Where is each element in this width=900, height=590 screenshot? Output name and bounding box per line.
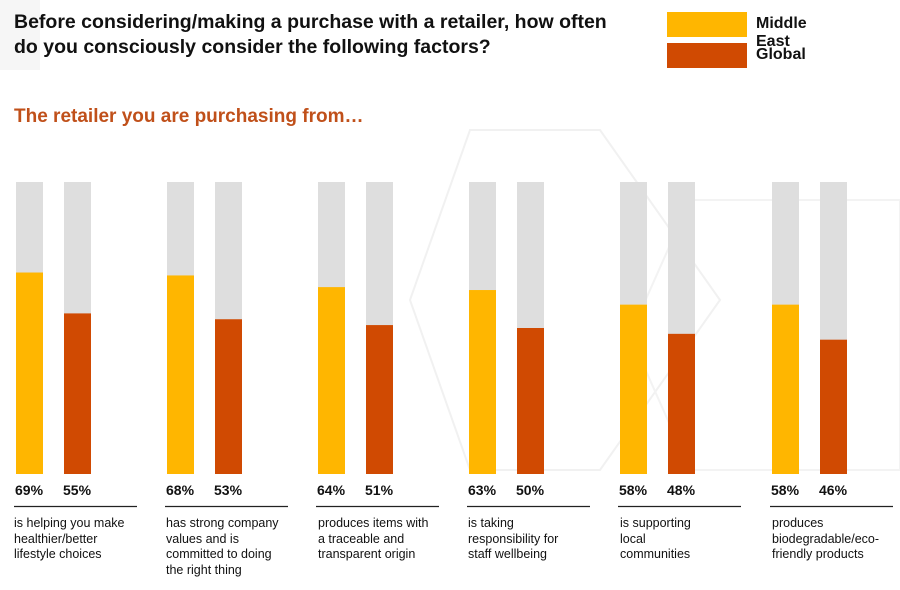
category-label-2: has strong company values and is committ… <box>166 516 306 578</box>
legend-swatch-global <box>667 43 747 68</box>
category-label-line: transparent origin <box>318 547 416 561</box>
category-label-line: produces <box>772 516 824 530</box>
category-label-line: the right thing <box>166 562 242 577</box>
bar-middle-east-3 <box>318 287 345 474</box>
category-label-line: friendly products <box>772 547 864 561</box>
chart-title: Before considering/making a purchase wit… <box>14 11 607 58</box>
data-label-global-5: 48% <box>667 482 696 498</box>
data-label-global-6: 46% <box>819 482 848 498</box>
bar-global-5 <box>668 333 695 474</box>
bar-middle-east-6 <box>772 304 799 474</box>
category-label-line: communities <box>620 547 691 561</box>
legend-label-global: Global <box>756 46 806 63</box>
category-label-line: is taking <box>468 516 514 530</box>
bar-global-4 <box>517 328 544 474</box>
category-label-line: local <box>620 531 646 546</box>
bar-middle-east-2 <box>167 275 194 474</box>
data-label-middle-east-1: 69% <box>15 482 44 498</box>
category-label-line: staff wellbeing <box>468 547 547 561</box>
legend-swatch-middle-east <box>667 12 747 37</box>
data-label-global-3: 51% <box>365 482 394 498</box>
bar-middle-east-5 <box>620 304 647 474</box>
chart-subtitle: The retailer you are purchasing from… <box>14 106 364 127</box>
category-label-line: lifestyle choices <box>14 547 102 561</box>
data-label-global-4: 50% <box>516 482 545 498</box>
category-label-line: produces items with <box>318 516 429 530</box>
category-label-line: is helping you make <box>14 516 125 530</box>
legend-label-middle-east: Middle East <box>756 15 807 50</box>
category-label-5: is supporting local communities <box>620 516 760 563</box>
category-label-3: produces items with a traceable and tran… <box>318 516 458 563</box>
bar-middle-east-4 <box>469 290 496 474</box>
data-label-middle-east-5: 58% <box>619 482 648 498</box>
category-label-line: values and is <box>166 531 239 546</box>
bar-global-2 <box>215 319 242 474</box>
bar-global-1 <box>64 313 91 474</box>
category-label-line: has strong company <box>166 516 279 530</box>
bar-global-3 <box>366 325 393 474</box>
data-label-global-2: 53% <box>214 482 243 498</box>
category-label-line: committed to doing <box>166 547 272 561</box>
data-label-middle-east-2: 68% <box>166 482 195 498</box>
bar-middle-east-1 <box>16 272 43 474</box>
data-label-middle-east-6: 58% <box>771 482 800 498</box>
data-label-global-1: 55% <box>63 482 92 498</box>
data-label-middle-east-4: 63% <box>468 482 497 498</box>
category-label-line: a traceable and <box>318 531 405 546</box>
category-label-line: healthier/better <box>14 531 98 546</box>
category-label-6: produces biodegradable/eco- friendly pro… <box>772 516 900 563</box>
category-label-line: responsibility for <box>468 531 559 546</box>
data-label-middle-east-3: 64% <box>317 482 346 498</box>
category-label-line: biodegradable/eco- <box>772 531 880 546</box>
category-label-4: is taking responsibility for staff wellb… <box>468 516 608 563</box>
bar-global-6 <box>820 339 847 474</box>
category-label-1: is helping you make healthier/better lif… <box>14 516 154 563</box>
category-label-line: is supporting <box>620 516 691 530</box>
